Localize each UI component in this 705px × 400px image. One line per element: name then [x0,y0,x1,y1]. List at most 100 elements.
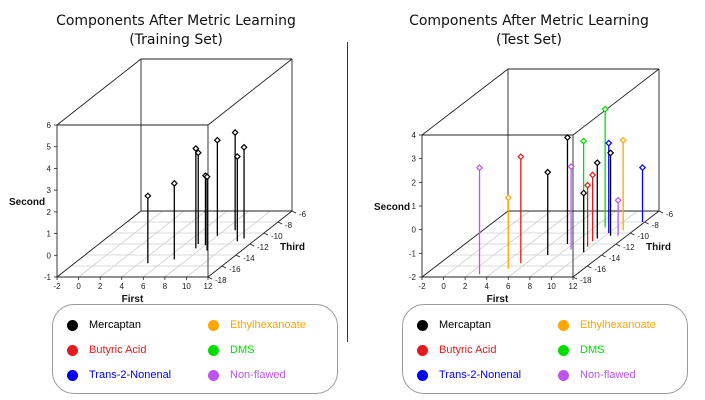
z-tick-label: -16 [594,265,606,274]
z-axis-ticks: -18-16-14-12-10-8 -6 [572,210,674,285]
y-tick-label: 5 [47,143,52,152]
y-tick-label: 1 [412,202,417,211]
chart-title-line1: Components After Metric Learning [409,13,649,29]
legend: Mercaptan Butyric Acid Trans-2-Nonenal Ethy… [52,304,338,394]
axis-labels: First Second Third [9,197,305,305]
z-tick-label: -6 [666,210,674,219]
data-point [475,164,484,172]
legend-swatch [67,345,78,356]
z-tick [630,232,635,236]
legend-swatch [208,345,219,356]
z-tick [249,243,255,247]
z-tick [221,265,227,269]
z-tick [207,276,213,280]
x-tick-label: 6 [141,282,146,291]
legend-label: Non-flawed [580,369,636,381]
legend-swatch [558,320,569,331]
y-tick-label: 2 [47,208,52,217]
legend-swatch [558,345,569,356]
y-tick-label: 1 [47,230,52,239]
y-tick-label: 4 [412,131,417,140]
data-points [144,128,248,264]
z-tick-label: -18 [580,276,592,285]
data-point [144,192,152,200]
y-tick-label: 0 [412,226,417,235]
x-axis-label: First [122,294,144,305]
z-tick [601,254,606,258]
z-tick [587,265,592,269]
y-axis-ticks: -1 0 1 2 3 4 5 6 [44,121,57,282]
legend-label: Mercaptan [89,319,141,331]
legend-label: Non-flawed [230,369,286,381]
z-tick-label: -14 [243,254,255,263]
x-tick-label: -2 [418,282,426,291]
x-tick-label: 12 [204,282,213,291]
chart-title: Components After Metric Learning (Traini… [0,12,352,50]
x-axis-label: First [487,294,509,305]
z-tick-label: -10 [271,232,283,241]
z-tick [615,243,621,247]
data-points [475,105,647,275]
legend-label: Butyric Acid [89,344,147,356]
data-point [231,128,239,137]
y-axis-label: Second [374,202,410,213]
data-point [607,149,615,157]
legend-swatch [67,320,78,331]
data-point [601,105,609,113]
chart-title: Components After Metric Learning (Test S… [353,12,705,50]
y-tick-label: -1 [44,273,52,282]
legend-label: Trans-2-Nonenal [89,369,172,381]
z-tick [235,254,241,258]
z-tick [277,221,283,225]
chart-title-line2: (Training Set) [129,32,223,48]
legend-label: Butyric Acid [439,344,497,356]
y-tick-label: 2 [412,178,417,187]
legend-label: Trans-2-Nonenal [439,369,522,381]
panel-divider [347,42,348,342]
x-tick-label: 8 [528,282,533,291]
box-edge [207,58,293,126]
data-point [240,143,248,151]
y-tick-label: -1 [409,249,417,258]
box-edge [56,58,142,126]
z-tick [291,210,297,214]
x-tick-label: 2 [463,282,468,291]
data-point [192,144,200,153]
z-axis-ticks: -18-16-14-12-10-8 -6 [207,210,307,285]
data-point [563,133,572,142]
z-tick-label: -16 [229,265,241,274]
legend-label: Ethylhexanoate [580,319,656,331]
data-point [213,136,221,144]
axis-labels: First Second Third [374,202,671,305]
data-point [584,181,592,189]
data-point [614,196,622,204]
z-tick-label: -6 [299,210,307,219]
z-tick-label: -8 [285,221,293,230]
y-axis-ticks: -2 -1 0 1 2 3 4 [409,131,422,282]
x-tick-label: 4 [484,282,489,291]
x-tick-label: 8 [163,282,168,291]
chart-title-line2: (Test Set) [496,32,562,48]
legend-swatch [417,370,428,381]
data-point [203,173,211,181]
y-tick-label: 4 [47,164,52,173]
z-axis-label: Third [280,242,305,253]
z-tick-label: -10 [637,232,649,241]
z-axis-label: Third [646,242,671,253]
z-tick-label: -14 [609,254,621,263]
x-tick-label: 0 [76,282,81,291]
data-point [517,153,525,161]
x-tick-label: 10 [547,282,556,291]
x-axis-ticks: -2 0 2 4 6 8 10 12 [418,277,578,291]
x-tick-label: 2 [98,282,103,291]
z-tick [263,232,269,236]
y-tick-label: 6 [47,121,52,130]
data-point [589,171,597,179]
data-point [567,163,575,171]
legend-swatch [67,370,78,381]
y-tick-label: 3 [47,186,52,195]
data-point [638,164,647,172]
z-tick-label: -8 [652,221,660,230]
